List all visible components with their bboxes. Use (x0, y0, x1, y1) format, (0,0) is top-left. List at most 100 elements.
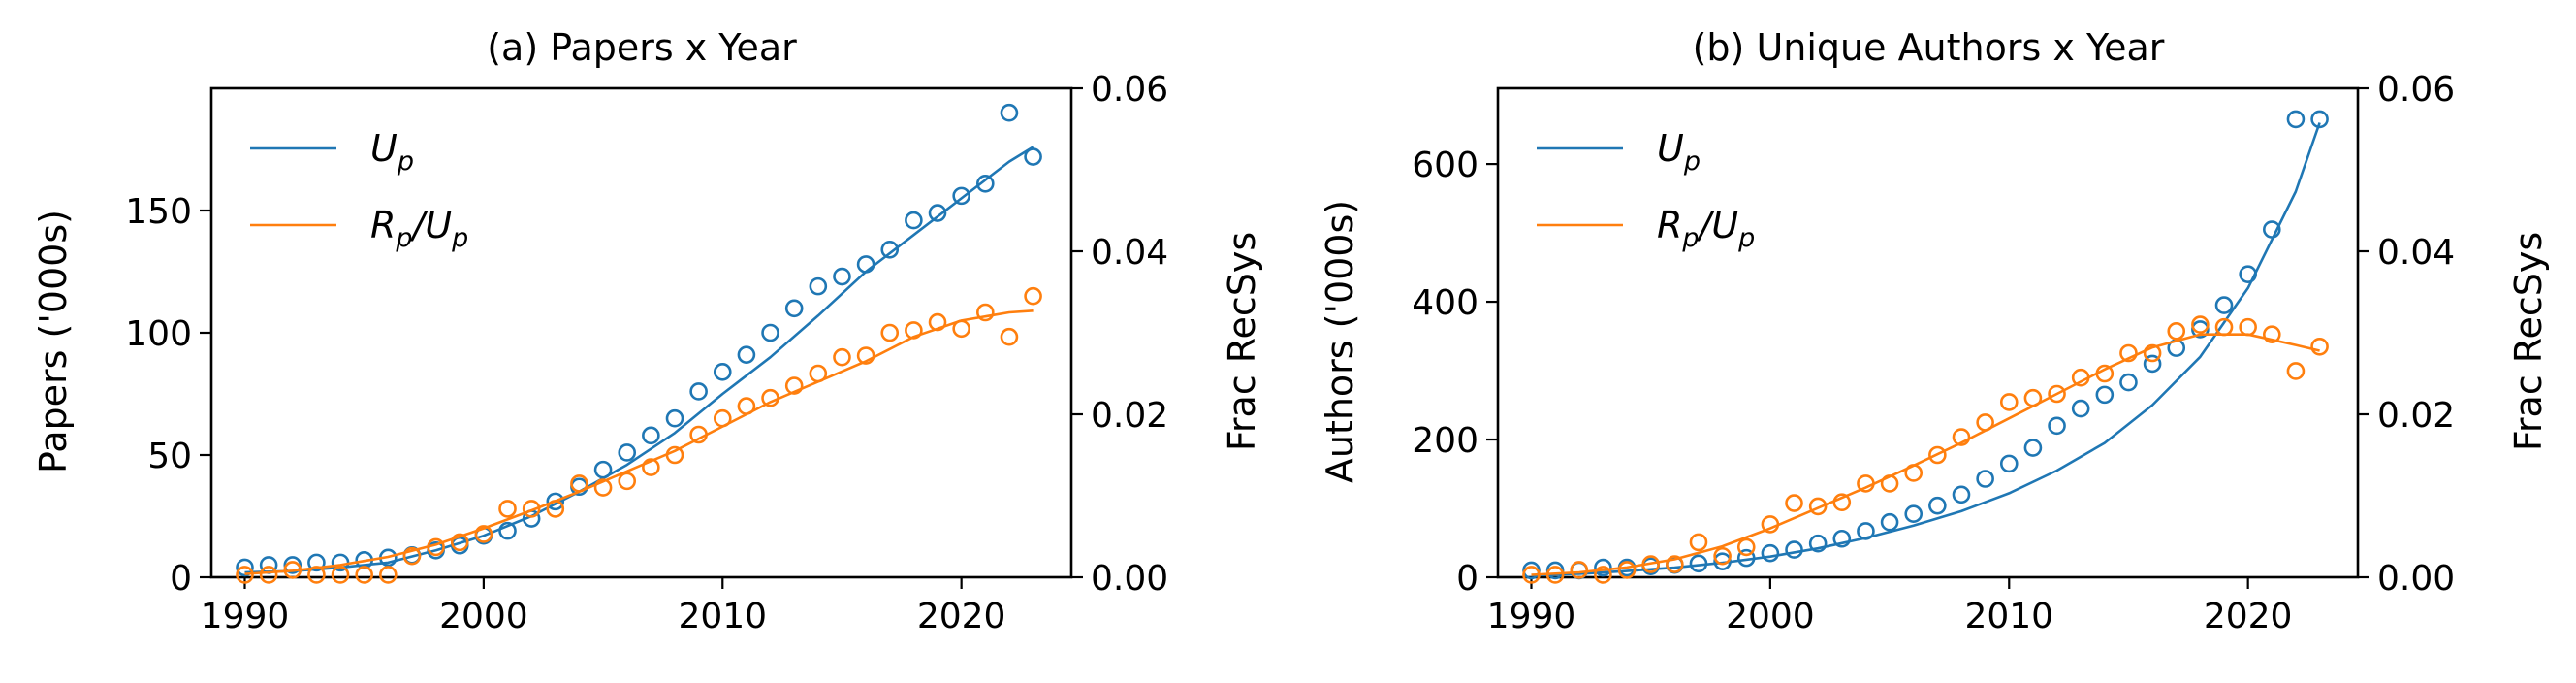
data-point-up (689, 382, 708, 401)
data-point-up (1785, 540, 1803, 559)
data-point-rp-up (2167, 322, 2186, 341)
data-point-up (2048, 416, 2066, 436)
y-tick-label: 0 (1456, 559, 1479, 599)
legend: Up Rp/Up (1537, 127, 1755, 253)
data-point-rp-up (2263, 325, 2281, 343)
panel-title: (b) Unique Authors x Year (1693, 26, 2165, 69)
data-point-up (1736, 548, 1756, 568)
data-point-rp-up (1857, 474, 1875, 493)
fit-line-rp-up (1531, 333, 2320, 576)
data-point-rp-up (1999, 393, 2019, 411)
data-point-rp-up (546, 500, 565, 518)
data-point-rp-up (1641, 555, 1660, 573)
x-tick-label: 2020 (2204, 597, 2293, 636)
data-point-rp-up (1689, 533, 1708, 552)
data-point-rp-up (1617, 561, 1637, 579)
data-point-rp-up (427, 537, 445, 557)
data-point-up (1024, 147, 1042, 166)
y2-tick-label: 0.06 (1091, 70, 1168, 110)
y-tick-label: 200 (1412, 421, 1479, 461)
plot-area: 1990 2000 2010 2020 0 200 400 600 0.00 0.02 0.04 0.… (1412, 70, 2455, 636)
data-point-rp-up (833, 347, 851, 367)
data-point-rp-up (1713, 546, 1732, 566)
data-point-up (1689, 554, 1708, 573)
x-tick-label: 2000 (1726, 597, 1815, 636)
data-point-rp-up (402, 546, 422, 566)
data-point-rp-up (2214, 317, 2234, 337)
data-point-rp-up (1785, 494, 1803, 512)
data-point-up (952, 186, 970, 206)
data-point-rp-up (2239, 317, 2257, 337)
y2-tick-label: 0.00 (2377, 559, 2455, 599)
data-point-up (1761, 543, 1780, 563)
data-point-up (833, 267, 851, 286)
data-point-up (761, 323, 779, 342)
data-point-rp-up (880, 323, 900, 342)
data-point-rp-up (761, 388, 779, 407)
y2-tick-label: 0.02 (2377, 396, 2455, 436)
y-tick-label: 100 (125, 314, 192, 354)
data-point-rp-up (498, 500, 517, 518)
y2-tick-label: 0.06 (2377, 70, 2455, 110)
data-point-rp-up (975, 303, 995, 322)
data-point-up (593, 460, 613, 479)
data-point-rp-up (665, 445, 684, 465)
data-point-up (1976, 470, 1994, 488)
data-point-up (809, 276, 828, 296)
data-point-rp-up (2071, 368, 2090, 387)
panel-papers-per-year: (a) Papers x Year Papers ('000s) Frac Re… (32, 26, 1263, 636)
panel-title: (a) Papers x Year (487, 26, 797, 69)
data-point-up (1832, 529, 1852, 548)
legend-label-rp-up: Rp/Up (1657, 204, 1755, 253)
data-point-rp-up (2095, 364, 2115, 383)
data-point-rp-up (450, 533, 469, 552)
data-point-up (2095, 385, 2115, 405)
data-point-up (1594, 558, 1612, 577)
data-point-up (1000, 103, 1019, 122)
data-point-rp-up (1736, 537, 1756, 557)
plot-area: 1990 2000 2010 2020 0 50 100 150 0.00 0.02 0.04 0.0… (125, 70, 1168, 636)
y-tick-label: 0 (170, 559, 192, 599)
axes-frame (209, 86, 1073, 579)
data-point-up (1857, 522, 1875, 540)
data-point-up (880, 241, 900, 259)
data-point-up (1952, 485, 1971, 504)
data-point-up (2239, 265, 2257, 283)
data-point-up (737, 345, 756, 364)
data-point-up (856, 255, 875, 274)
data-point-rp-up (474, 525, 493, 543)
data-point-rp-up (522, 500, 541, 518)
fit-line-up (1531, 122, 2321, 577)
data-point-rp-up (379, 566, 398, 584)
data-point-rp-up (689, 425, 708, 444)
data-point-rp-up (952, 319, 970, 339)
data-point-up (642, 426, 660, 445)
x-tick-label: 1990 (201, 597, 290, 636)
data-point-up (2286, 110, 2306, 129)
data-point-rp-up (1832, 493, 1852, 512)
data-point-rp-up (259, 566, 278, 584)
data-point-up (618, 443, 637, 462)
data-point-rp-up (1928, 445, 1947, 465)
data-point-up (713, 363, 732, 381)
data-point-rp-up (1570, 561, 1589, 579)
data-point-rp-up (283, 561, 302, 579)
data-point-rp-up (737, 397, 756, 415)
legend-label-rp-up: Rp/Up (370, 204, 468, 253)
data-point-up (236, 558, 254, 577)
data-point-up (2310, 110, 2329, 129)
data-point-up (546, 492, 565, 511)
data-point-up (283, 556, 302, 574)
data-point-rp-up (1880, 474, 1899, 493)
data-point-rp-up (1522, 566, 1541, 584)
data-point-up (665, 408, 684, 428)
legend: Up Rp/Up (250, 127, 468, 253)
data-point-rp-up (331, 566, 350, 584)
y2-axis-label: Frac RecSys (2507, 232, 2550, 451)
data-point-rp-up (2048, 384, 2066, 404)
x-tick-label: 2010 (678, 597, 767, 636)
data-point-rp-up (713, 408, 732, 428)
data-point-up (928, 204, 947, 222)
data-point-rp-up (1594, 566, 1612, 584)
